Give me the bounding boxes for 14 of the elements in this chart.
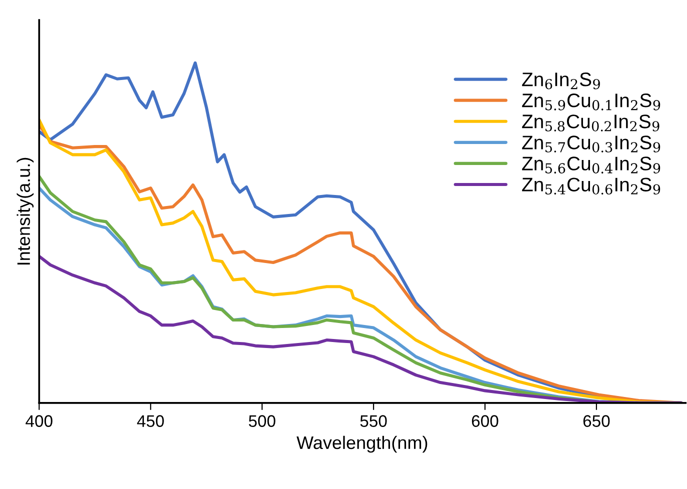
x-axis-title: Wavelength(nm) bbox=[296, 436, 428, 453]
x-tick-label: 600 bbox=[472, 415, 498, 427]
x-tick-label: 400 bbox=[26, 415, 52, 427]
x-tick-label: 450 bbox=[137, 415, 164, 427]
legend-label: Zn$_{5.6}$Cu$_{0.4}$In$_{2}$S$_{9}$ bbox=[522, 156, 660, 174]
legend-label: Zn$_{5.8}$Cu$_{0.2}$In$_{2}$S$_{9}$ bbox=[522, 114, 660, 132]
legend-label: Zn$_{5.9}$Cu$_{0.1}$In$_{2}$S$_{9}$ bbox=[522, 94, 660, 110]
x-tick-label: 650 bbox=[583, 415, 610, 427]
x-tick-label: 550 bbox=[360, 415, 387, 427]
y-axis-title: Intensity(a.u.) bbox=[16, 158, 34, 265]
legend-label: Zn$_{5.4}$Cu$_{0.6}$In$_{2}$S$_{9}$ bbox=[522, 178, 660, 194]
legend-label: Zn$_{6}$In$_{2}$S$_{9}$ bbox=[522, 72, 600, 90]
legend-label: Zn$_{5.7}$Cu$_{0.3}$In$_{2}$S$_{9}$ bbox=[522, 136, 660, 152]
x-tick-label: 500 bbox=[248, 415, 276, 427]
